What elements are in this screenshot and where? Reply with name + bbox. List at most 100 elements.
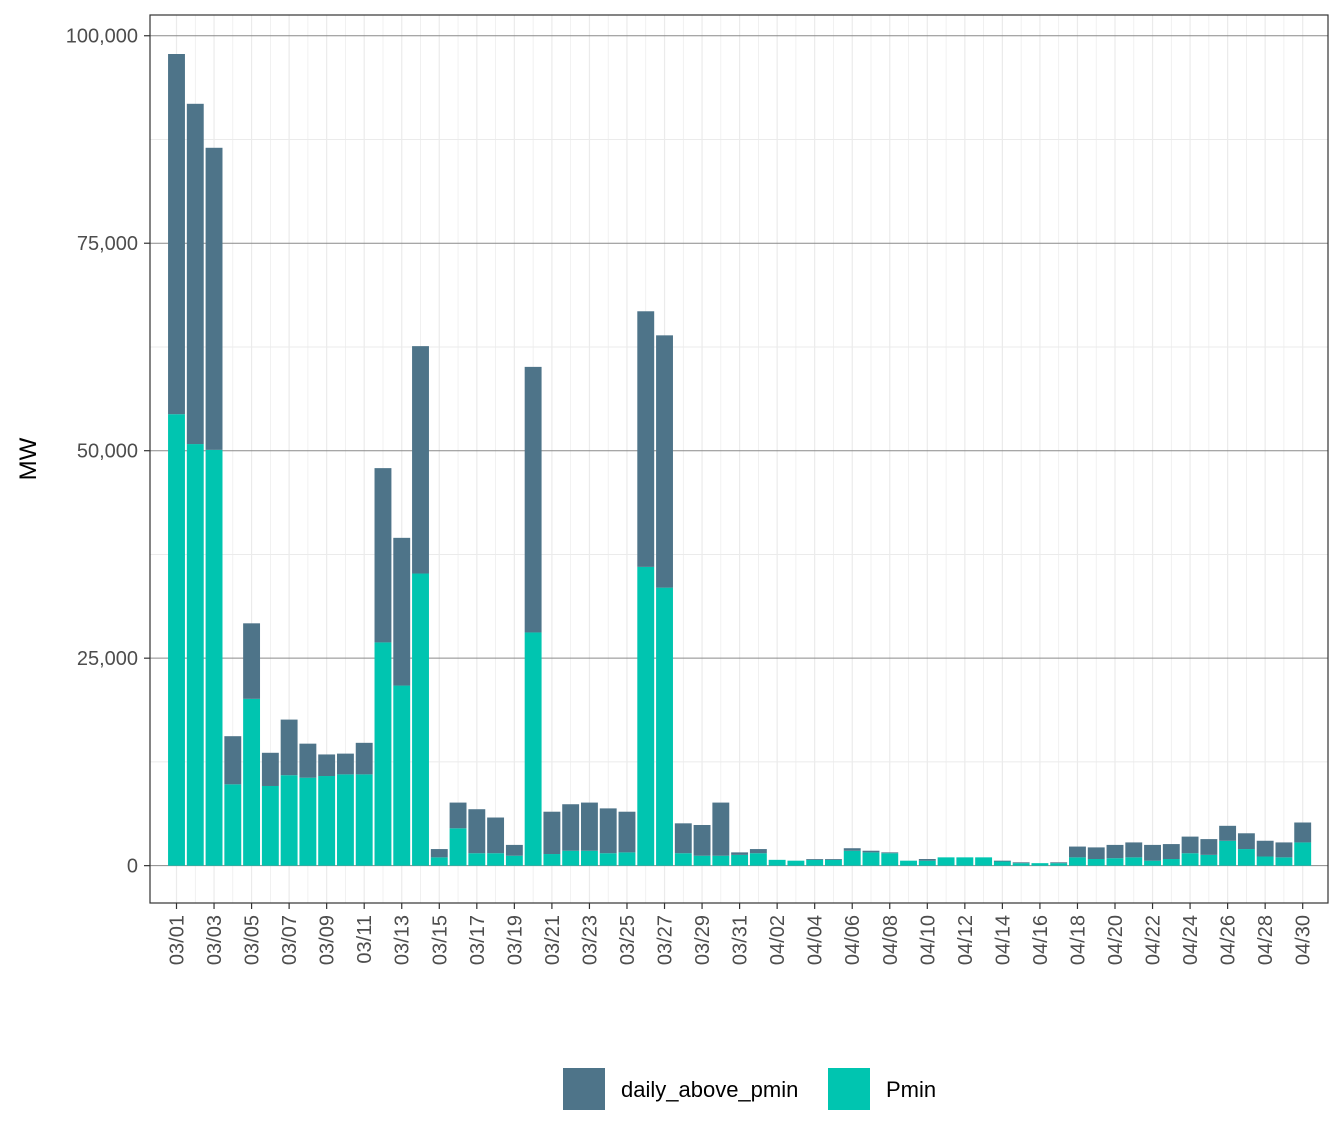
x-tick-label: 03/15 [429, 915, 451, 965]
bar-daily-above-pmin [993, 860, 1011, 862]
bar-pmin [543, 854, 561, 866]
bar-daily-above-pmin [524, 366, 542, 633]
bar-daily-above-pmin [806, 859, 824, 860]
bar-pmin [449, 828, 467, 866]
bar-daily-above-pmin [1200, 839, 1218, 855]
bar-daily-above-pmin [1050, 862, 1068, 864]
x-tick-label: 04/30 [1293, 915, 1315, 965]
bar-pmin [956, 857, 974, 866]
x-tick-label: 04/08 [880, 915, 902, 965]
bar-pmin [524, 632, 542, 866]
legend-swatch-daily-above-pmin [563, 1068, 605, 1110]
bar-daily-above-pmin [637, 311, 655, 567]
bar-pmin [1162, 859, 1180, 866]
bar-pmin [806, 859, 824, 866]
bar-pmin [749, 853, 767, 866]
legend-label-daily-above-pmin: daily_above_pmin [621, 1077, 798, 1102]
x-tick-label: 03/31 [730, 915, 752, 965]
x-tick-label: 03/19 [504, 915, 526, 965]
bar-daily-above-pmin [1294, 822, 1312, 843]
bar-pmin [168, 414, 185, 866]
x-tick-label: 03/21 [542, 915, 564, 965]
bar-pmin [1125, 857, 1143, 866]
bar-daily-above-pmin [505, 844, 523, 856]
bar-pmin [1256, 856, 1274, 866]
x-tick-label: 04/28 [1255, 915, 1277, 965]
x-tick-label: 04/14 [992, 915, 1014, 965]
x-tick-label: 03/01 [167, 915, 189, 965]
bar-daily-above-pmin [318, 754, 336, 777]
bar-daily-above-pmin [693, 824, 711, 856]
bar-daily-above-pmin [543, 811, 561, 855]
x-tick-label: 04/24 [1180, 915, 1202, 965]
bar-daily-above-pmin [205, 147, 223, 450]
bar-daily-above-pmin [168, 54, 185, 415]
y-tick-label: 100,000 [66, 26, 138, 48]
bar-daily-above-pmin [299, 743, 317, 778]
legend: daily_above_pmin Pmin [563, 1068, 936, 1110]
bar-daily-above-pmin [374, 468, 392, 643]
bar-daily-above-pmin [731, 852, 749, 855]
bar-daily-above-pmin [186, 103, 204, 445]
bar-pmin [787, 860, 805, 866]
bar-pmin [1237, 849, 1255, 866]
bar-pmin [618, 852, 636, 866]
bar-daily-above-pmin [1162, 844, 1180, 860]
bar-daily-above-pmin [280, 719, 298, 776]
bar-daily-above-pmin [1275, 842, 1293, 858]
x-tick-label: 04/20 [1105, 915, 1127, 965]
bar-daily-above-pmin [449, 802, 467, 829]
bar-pmin [712, 855, 730, 866]
x-tick-label: 04/26 [1218, 915, 1240, 965]
bar-daily-above-pmin [430, 849, 448, 858]
x-tick-label: 03/09 [317, 915, 339, 965]
bar-daily-above-pmin [243, 623, 261, 699]
bar-daily-above-pmin [881, 852, 899, 854]
bar-daily-above-pmin [1219, 825, 1237, 841]
bar-pmin [674, 853, 692, 866]
bar-pmin [355, 774, 373, 866]
bar-pmin [1219, 840, 1237, 866]
bar-daily-above-pmin [1181, 836, 1199, 854]
bar-pmin [412, 573, 429, 866]
bar-pmin [975, 857, 993, 866]
bar-pmin [374, 642, 392, 866]
bar-pmin [468, 853, 486, 866]
bar-daily-above-pmin [336, 753, 354, 775]
x-tick-label: 03/17 [467, 915, 489, 965]
bar-daily-above-pmin [618, 811, 636, 853]
bar-daily-above-pmin [393, 537, 411, 686]
bar-pmin [599, 853, 617, 866]
bar-pmin [580, 850, 598, 866]
bar-pmin [862, 852, 880, 866]
bar-daily-above-pmin [261, 752, 279, 786]
y-axis-title: MW [15, 437, 42, 480]
bar-daily-above-pmin [825, 859, 842, 860]
bar-daily-above-pmin [1237, 833, 1255, 850]
bar-pmin [693, 855, 711, 866]
x-tick-label: 04/12 [955, 915, 977, 965]
x-tick-label: 04/18 [1067, 915, 1089, 965]
bar-pmin [280, 775, 298, 866]
legend-label-pmin: Pmin [886, 1077, 936, 1102]
y-axis: 0 25,000 50,000 75,000 100,000 [66, 26, 150, 878]
bar-pmin [881, 853, 899, 866]
bar-daily-above-pmin [843, 848, 861, 851]
legend-swatch-pmin [828, 1068, 870, 1110]
bar-pmin [1106, 858, 1124, 866]
bar-pmin [1050, 863, 1068, 866]
bar-pmin [1275, 857, 1293, 866]
bar-daily-above-pmin [862, 850, 880, 853]
bar-pmin [843, 850, 861, 866]
x-tick-label: 03/29 [692, 915, 714, 965]
bar-daily-above-pmin [580, 802, 598, 851]
x-tick-label: 04/22 [1143, 915, 1165, 965]
y-tick-label: 75,000 [77, 233, 138, 255]
bar-daily-above-pmin [487, 817, 505, 854]
bar-daily-above-pmin [1012, 862, 1030, 864]
bar-pmin [1294, 842, 1312, 866]
bar-pmin [918, 860, 936, 866]
x-tick-label: 04/10 [917, 915, 939, 965]
bar-daily-above-pmin [412, 346, 429, 574]
bar-daily-above-pmin [712, 802, 730, 856]
